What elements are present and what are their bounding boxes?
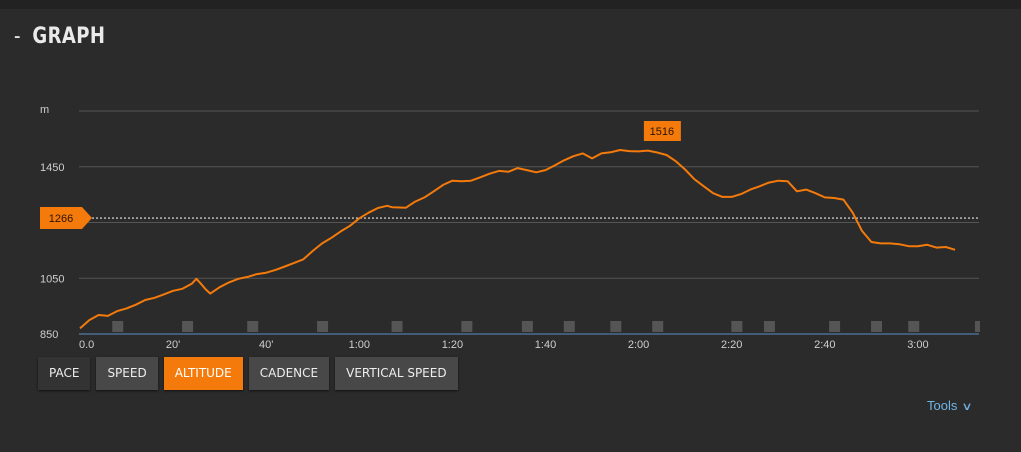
section-header[interactable]: - GRAPH xyxy=(14,24,105,49)
pace-button[interactable]: PACE xyxy=(38,357,91,390)
tools-link[interactable]: Tools ∨ xyxy=(927,398,974,413)
x-tick-label: 3:00 xyxy=(907,339,928,351)
lap-marker xyxy=(652,321,664,332)
lap-marker xyxy=(871,321,883,332)
lap-marker xyxy=(317,321,329,332)
x-tick-label: 1:00 xyxy=(349,339,370,351)
lap-marker xyxy=(461,321,473,332)
x-tick-label: 2:20 xyxy=(721,339,742,351)
lap-marker xyxy=(829,321,841,332)
x-axis-ticks: 0.0 20' 40' 1:00 1:20 1:40 2:00 2:20 2:40 3:00 xyxy=(79,339,929,351)
lap-marker xyxy=(563,321,575,332)
lap-marker xyxy=(975,321,980,332)
y-tick-label: 850 xyxy=(40,329,58,341)
altitude-button[interactable]: ALTITUDE xyxy=(163,357,243,390)
vertical-speed-button[interactable]: VERTICAL SPEED xyxy=(335,357,458,390)
y-tick-label: 1050 xyxy=(40,273,64,285)
speed-button[interactable]: SPEED xyxy=(96,357,158,390)
y-axis-ticks: 850 1050 1450 xyxy=(40,162,64,341)
max-badge: 1516 xyxy=(643,121,681,141)
lap-marker xyxy=(112,321,124,332)
x-tick-label: 2:00 xyxy=(628,339,649,351)
average-value-label: 1266 xyxy=(49,213,73,225)
top-bar xyxy=(0,0,1021,9)
grid-lines xyxy=(79,110,979,279)
x-tick-label: 1:20 xyxy=(442,339,463,351)
max-value-label: 1516 xyxy=(650,126,674,138)
lap-marker xyxy=(521,321,533,332)
lap-marker xyxy=(908,321,920,332)
lap-marker xyxy=(182,321,194,332)
average-badge: 1266 xyxy=(40,207,92,230)
y-tick-label: 1450 xyxy=(40,162,64,174)
altitude-series-line xyxy=(79,149,956,330)
lap-markers xyxy=(112,321,980,332)
collapse-dash-icon[interactable]: - xyxy=(14,24,21,49)
lap-marker xyxy=(610,321,622,332)
y-axis-unit-label: m xyxy=(40,104,49,116)
metric-button-bar: PACE SPEED ALTITUDE CADENCE VERTICAL SPE… xyxy=(38,357,458,390)
lap-marker xyxy=(391,321,403,332)
x-tick-label: 20' xyxy=(166,339,180,351)
x-tick-label: 40' xyxy=(259,339,273,351)
x-tick-label: 1:40 xyxy=(535,339,556,351)
average-badge-shape xyxy=(40,207,92,230)
max-badge-shape xyxy=(643,121,681,141)
lap-marker xyxy=(763,321,775,332)
x-tick-label: 2:40 xyxy=(814,339,835,351)
page-title: GRAPH xyxy=(32,24,106,49)
x-tick-label: 0.0 xyxy=(79,339,94,351)
lap-marker xyxy=(731,321,743,332)
chevron-down-icon: ∨ xyxy=(961,401,974,413)
tools-label: Tools xyxy=(927,398,958,413)
cadence-button[interactable]: CADENCE xyxy=(248,357,330,390)
lap-marker xyxy=(247,321,259,332)
